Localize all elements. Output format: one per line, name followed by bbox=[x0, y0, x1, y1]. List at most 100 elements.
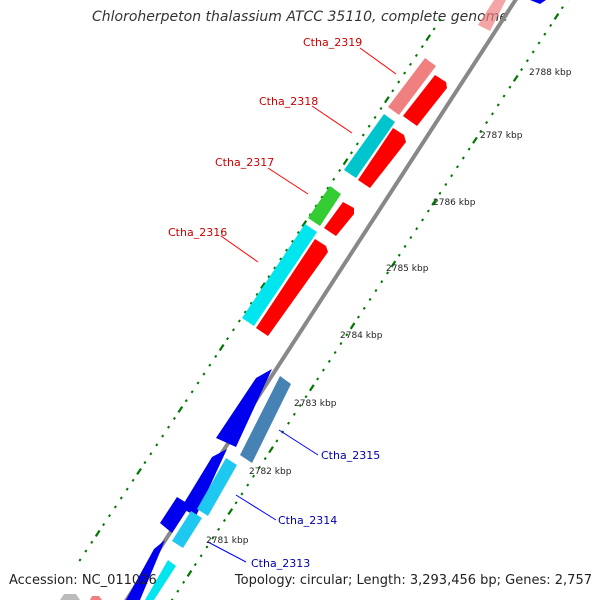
gc-mark bbox=[438, 191, 442, 195]
cog-feature bbox=[60, 594, 80, 600]
gc-mark bbox=[84, 549, 88, 553]
cds-arrow bbox=[324, 202, 354, 236]
gc-mark bbox=[94, 529, 101, 537]
cds-arrow bbox=[160, 497, 190, 533]
cog-feature bbox=[240, 376, 291, 463]
gc-mark bbox=[217, 527, 221, 531]
gc-mark bbox=[408, 62, 413, 66]
cog-feature bbox=[242, 224, 317, 326]
gc-mark bbox=[490, 112, 494, 116]
gc-mark bbox=[252, 474, 256, 478]
gc-mark bbox=[326, 186, 330, 190]
gc-mark bbox=[355, 142, 359, 146]
cog-feature bbox=[145, 560, 176, 600]
gc-mark bbox=[386, 271, 390, 275]
tick-label: 2784 kbp bbox=[340, 331, 383, 341]
gc-mark bbox=[431, 198, 438, 206]
forward-strand-cds bbox=[256, 75, 447, 336]
gc-mark bbox=[403, 244, 407, 248]
gc-content-track bbox=[78, 0, 569, 600]
gc-mark bbox=[362, 306, 366, 310]
gc-mark bbox=[107, 514, 112, 518]
gc-mark bbox=[397, 253, 401, 257]
gc-mark bbox=[560, 6, 564, 10]
gc-mark bbox=[196, 381, 200, 385]
gc-mark bbox=[231, 328, 235, 332]
cds-arrow bbox=[126, 540, 165, 600]
gc-mark bbox=[508, 85, 512, 89]
tick-labels: 2781 kbp 2782 kbp 2783 kbp 2784 kbp 2785 kbp… bbox=[206, 68, 572, 546]
gc-mark bbox=[260, 282, 266, 290]
gc-mark bbox=[243, 310, 247, 314]
gc-mark bbox=[226, 337, 230, 341]
gene-label: Ctha_2318 bbox=[259, 95, 318, 108]
tick-label: 2783 kbp bbox=[294, 399, 337, 409]
gc-mark bbox=[349, 151, 353, 155]
gc-mark bbox=[268, 446, 274, 454]
gc-mark bbox=[249, 301, 253, 305]
gc-mark bbox=[512, 74, 519, 82]
gc-mark bbox=[414, 53, 418, 57]
gc-mark bbox=[131, 478, 135, 482]
gc-mark bbox=[553, 12, 560, 21]
gc-mark bbox=[332, 177, 336, 181]
gene-label: Ctha_2317 bbox=[215, 156, 274, 169]
gc-mark bbox=[368, 297, 372, 301]
gc-mark bbox=[320, 195, 324, 199]
gc-mark bbox=[222, 518, 226, 522]
cds-arrow bbox=[181, 449, 227, 516]
gc-mark bbox=[301, 220, 308, 228]
cog-track bbox=[145, 376, 291, 600]
gc-mark bbox=[167, 425, 171, 429]
gc-mark bbox=[379, 106, 383, 111]
map-title: Chloroherpeton thalassium ATCC 35110, co… bbox=[92, 9, 508, 25]
gc-mark bbox=[420, 45, 424, 49]
gc-mark bbox=[290, 239, 294, 243]
gc-mark bbox=[102, 523, 106, 527]
gc-mark bbox=[461, 156, 465, 160]
gc-mark bbox=[292, 412, 296, 416]
cog-feature bbox=[90, 596, 102, 600]
gc-mark bbox=[537, 41, 541, 45]
gc-mark bbox=[255, 292, 259, 296]
gc-mark bbox=[345, 333, 349, 337]
gc-mark bbox=[438, 18, 442, 22]
gc-mark bbox=[520, 68, 524, 72]
gc-mark bbox=[113, 505, 117, 509]
gc-mark bbox=[267, 275, 271, 279]
gc-mark bbox=[176, 589, 180, 593]
gc-mark bbox=[234, 501, 238, 505]
gc-mark bbox=[342, 158, 349, 166]
gc-mark bbox=[304, 395, 308, 399]
gene-label: Ctha_2313 bbox=[251, 557, 310, 570]
gc-mark bbox=[190, 390, 194, 394]
accession-label: Accession: NC_011026 bbox=[9, 573, 157, 588]
gc-mark bbox=[186, 569, 193, 578]
gc-mark bbox=[391, 89, 395, 93]
gc-mark bbox=[444, 182, 448, 187]
gc-mark bbox=[525, 59, 529, 63]
cds-arrow bbox=[216, 369, 272, 447]
gc-mark bbox=[496, 103, 500, 107]
gc-mark bbox=[472, 136, 478, 144]
gc-mark bbox=[467, 147, 471, 151]
gc-mark bbox=[285, 248, 289, 252]
reverse-strand-cds bbox=[126, 369, 272, 600]
gc-mark bbox=[211, 536, 215, 540]
gc-mark bbox=[543, 32, 547, 36]
gc-mark bbox=[182, 580, 186, 584]
gc-mark bbox=[338, 168, 342, 173]
gc-mark bbox=[193, 563, 197, 567]
cds-arrow bbox=[256, 239, 328, 336]
gc-mark bbox=[383, 96, 390, 104]
tick-label: 2782 kbp bbox=[249, 467, 292, 477]
gc-mark bbox=[202, 372, 206, 376]
gc-mark bbox=[205, 545, 209, 549]
gc-mark bbox=[143, 461, 147, 465]
gene-label: Ctha_2314 bbox=[278, 514, 337, 527]
gc-mark bbox=[403, 71, 407, 75]
gc-mark bbox=[426, 209, 430, 213]
gc-mark bbox=[316, 377, 320, 381]
gc-mark bbox=[308, 384, 315, 392]
gc-mark bbox=[450, 174, 454, 178]
